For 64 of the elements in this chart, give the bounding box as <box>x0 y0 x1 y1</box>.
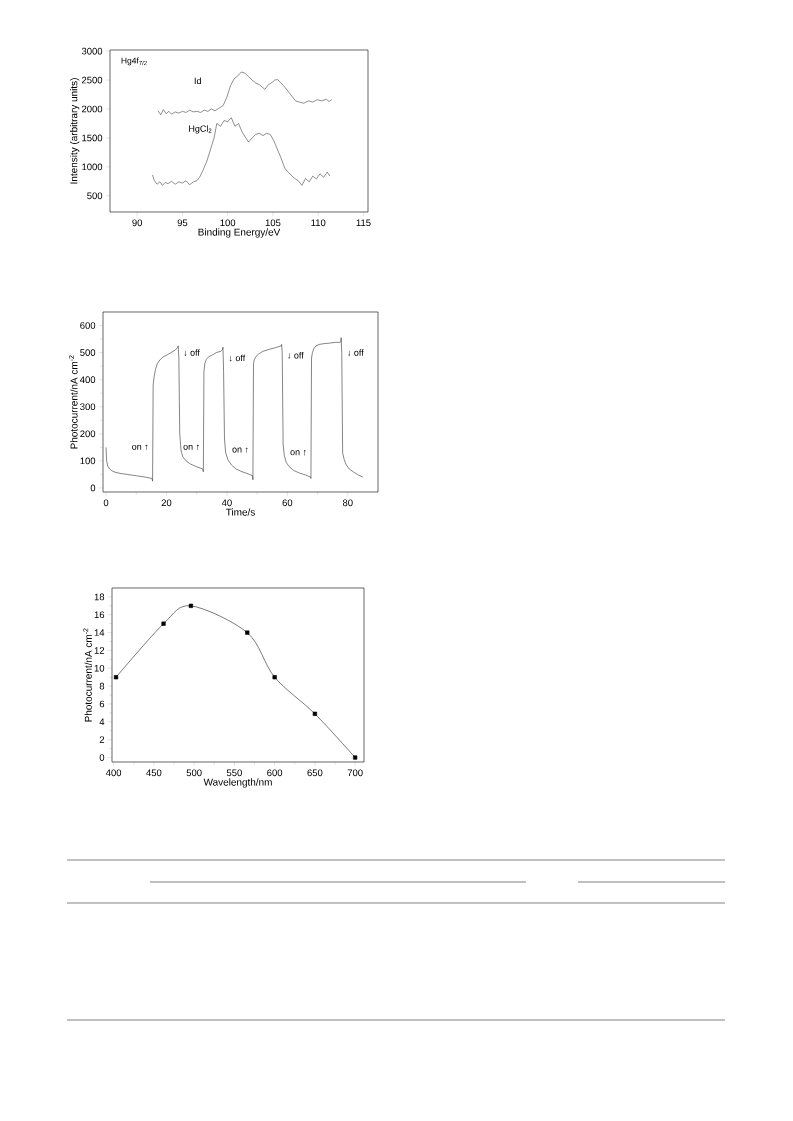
y-tick-label: 14 <box>94 629 105 636</box>
y-tick-label: 2000 <box>81 105 103 113</box>
annotation: ↓ off <box>288 351 304 359</box>
y-tick-label: 8 <box>99 682 105 690</box>
y-tick-label: 12 <box>94 647 105 654</box>
annotation: on ↑ <box>232 447 248 453</box>
annotation: on ↑ <box>183 444 199 450</box>
y-tick-label: 200 <box>80 430 96 438</box>
y-axis-title: Intensity (arbitrary units) <box>70 78 80 184</box>
point <box>113 675 119 680</box>
y-tick-label: 3000 <box>81 47 103 55</box>
annotation: on ↑ <box>290 450 306 456</box>
y-tick-label: 300 <box>80 403 96 411</box>
annotation: on ↑ <box>132 444 148 450</box>
x-axis-title: Binding Energy/eV <box>198 228 281 238</box>
point <box>161 621 166 626</box>
x-tick-label: 100 <box>220 219 236 227</box>
annotation: ↓ off <box>229 354 246 362</box>
point <box>188 603 193 608</box>
x-tick-label: 700 <box>347 769 363 777</box>
x-tick-label: 60 <box>282 499 293 507</box>
y-tick-label: 600 <box>80 322 96 329</box>
x-tick-label: 20 <box>161 499 172 507</box>
x-tick-label: 550 <box>226 769 242 777</box>
y-tick-label: 18 <box>94 593 105 601</box>
point <box>353 755 358 760</box>
annotation: ↓ off <box>348 349 364 356</box>
point <box>312 711 317 716</box>
x-tick-label: 650 <box>307 769 323 777</box>
y-axis-title: Photocurrent/nA cm$^{-2}$ <box>83 628 92 722</box>
y-tick-label: 100 <box>80 457 96 465</box>
annotation: ↓ off <box>184 349 200 356</box>
point <box>272 675 277 680</box>
annotation: Hg4f$_{7/2}$ <box>121 57 147 66</box>
y-tick-label: 2500 <box>81 76 103 84</box>
text: Id <box>194 77 201 85</box>
x-tick-label: 600 <box>267 769 283 777</box>
y-axis-title: Photocurrent/nA cm$^{-2}$ <box>69 355 78 449</box>
series-label: HgCl$_{2}$ <box>189 125 212 134</box>
x-tick-label: 40 <box>221 499 232 507</box>
x-axis-title: Wavelength/nm <box>203 778 272 788</box>
x-tick-label: 500 <box>186 769 202 777</box>
x-tick-label: 400 <box>105 769 122 777</box>
y-tick-label: 400 <box>79 376 96 384</box>
x-tick-label: 450 <box>146 769 162 777</box>
y-tick-label: 1500 <box>82 134 103 142</box>
x-axis-title: Time/s <box>225 508 255 516</box>
y-tick-label: 500 <box>80 349 96 356</box>
y-tick-label: 16 <box>94 611 105 619</box>
point <box>245 630 250 635</box>
x-tick-label: 110 <box>311 219 326 227</box>
y-tick-label: 0 <box>99 754 105 761</box>
x-tick-label: 105 <box>265 219 281 227</box>
y-tick-label: 500 <box>87 192 103 200</box>
x-tick-label: 80 <box>342 499 353 507</box>
x-tick-label: 95 <box>177 219 188 227</box>
x-tick-label: 90 <box>132 219 143 227</box>
y-tick-label: 2 <box>99 736 105 743</box>
x-tick-label: 115 <box>356 219 371 227</box>
y-tick-label: 10 <box>94 664 105 672</box>
y-tick-label: 6 <box>99 700 105 708</box>
y-tick-label: 1000 <box>82 163 103 171</box>
y-tick-label: 0 <box>90 484 96 492</box>
y-tick-label: 4 <box>99 718 105 726</box>
